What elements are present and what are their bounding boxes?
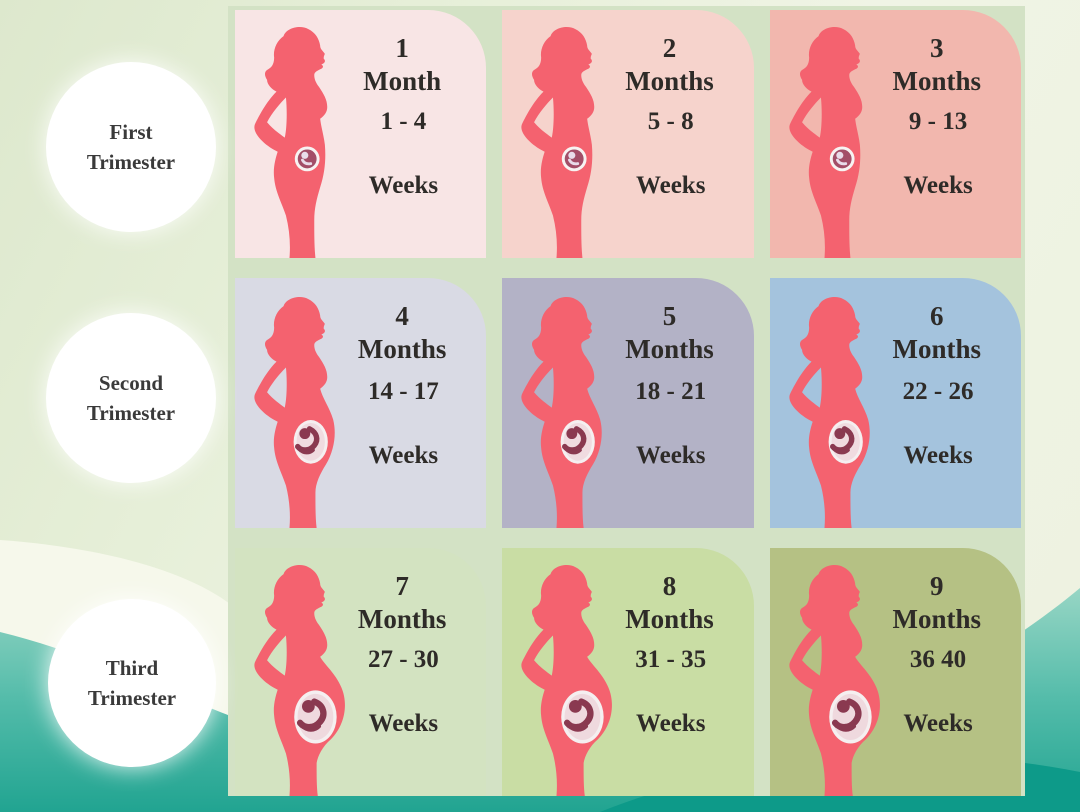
month-unit: Month xyxy=(363,65,442,96)
months-grid: 1 Month 1 - 4 Weeks 2 Months 5 - 8 Weeks… xyxy=(235,10,1021,796)
month-unit: Months xyxy=(357,333,447,364)
weeks-range: 14 - 17 xyxy=(367,378,439,405)
month-label: 3 Months xyxy=(865,32,1008,98)
month-number: 2 xyxy=(662,33,677,63)
month-unit: Months xyxy=(625,333,714,364)
month-9-card: 9 Months 36 40 Weeks xyxy=(769,548,1021,796)
trimester-label-second: Second Trimester xyxy=(86,370,176,425)
month-number: 9 xyxy=(930,571,944,601)
weeks-unit: Weeks xyxy=(903,172,973,199)
weeks-unit: Weeks xyxy=(903,710,973,737)
month-number: 6 xyxy=(930,301,944,331)
weeks-range: 1 - 4 xyxy=(380,108,427,135)
month-number: 7 xyxy=(395,571,409,601)
month-number: 8 xyxy=(662,571,677,601)
month-number: 4 xyxy=(395,301,409,331)
weeks-label: 22 - 26 Weeks xyxy=(863,344,1014,504)
weeks-unit: Weeks xyxy=(368,442,439,469)
weeks-label: 27 - 30 Weeks xyxy=(328,612,479,772)
weeks-range: 31 - 35 xyxy=(635,646,707,673)
month-unit: Months xyxy=(892,333,982,364)
month-unit: Months xyxy=(625,65,714,96)
month-label: 6 Months xyxy=(865,300,1008,366)
month-number: 5 xyxy=(662,301,677,331)
trimester-circle-first: First Trimester xyxy=(46,62,216,232)
month-number: 1 xyxy=(395,33,409,63)
weeks-label: 5 - 8 Weeks xyxy=(595,74,746,234)
weeks-label: 1 - 4 Weeks xyxy=(328,74,479,234)
weeks-label: 36 40 Weeks xyxy=(863,612,1014,772)
month-label: 9 Months xyxy=(865,570,1008,636)
trimester-label-first: First Trimester xyxy=(86,119,176,174)
month-2-card: 2 Months 5 - 8 Weeks xyxy=(502,10,754,258)
month-unit: Months xyxy=(892,65,982,96)
month-label: 2 Months xyxy=(598,32,741,98)
weeks-label: 18 - 21 Weeks xyxy=(595,344,746,504)
month-unit: Months xyxy=(625,603,714,634)
weeks-range: 27 - 30 xyxy=(367,646,439,673)
month-7-card: 7 Months 27 - 30 Weeks xyxy=(235,548,487,796)
trimester-circle-second: Second Trimester xyxy=(46,313,216,483)
weeks-label: 14 - 17 Weeks xyxy=(328,344,479,504)
month-1-card: 1 Month 1 - 4 Weeks xyxy=(235,10,487,258)
month-6-card: 6 Months 22 - 26 Weeks xyxy=(769,278,1021,528)
weeks-range: 5 - 8 xyxy=(647,108,694,135)
month-label: 8 Months xyxy=(598,570,741,636)
fetus-icon xyxy=(254,297,334,528)
fetus-icon xyxy=(789,297,869,528)
weeks-range: 9 - 13 xyxy=(908,108,968,135)
fetus-icon xyxy=(252,25,329,258)
month-unit: Months xyxy=(892,603,982,634)
weeks-range: 22 - 26 xyxy=(902,378,974,405)
month-label: 7 Months xyxy=(331,570,474,636)
month-4-card: 4 Months 14 - 17 Weeks xyxy=(235,278,487,528)
fetus-icon xyxy=(787,25,864,258)
weeks-label: 9 - 13 Weeks xyxy=(863,74,1014,234)
weeks-range: 36 40 xyxy=(909,646,967,673)
fetus-icon xyxy=(522,297,602,528)
weeks-range: 18 - 21 xyxy=(635,378,707,405)
fetus-icon xyxy=(520,25,596,258)
month-unit: Months xyxy=(357,603,447,634)
weeks-unit: Weeks xyxy=(903,442,973,469)
month-label: 5 Months xyxy=(598,300,741,366)
weeks-unit: Weeks xyxy=(368,710,439,737)
month-3-card: 3 Months 9 - 13 Weeks xyxy=(769,10,1021,258)
weeks-unit: Weeks xyxy=(635,172,706,199)
trimester-label-third: Third Trimester xyxy=(87,655,177,710)
weeks-label: 31 - 35 Weeks xyxy=(595,612,746,772)
trimester-circle-third: Third Trimester xyxy=(48,599,216,767)
month-number: 3 xyxy=(930,33,944,63)
month-label: 1 Month xyxy=(331,32,474,98)
weeks-unit: Weeks xyxy=(635,442,706,469)
month-5-card: 5 Months 18 - 21 Weeks xyxy=(502,278,754,528)
month-8-card: 8 Months 31 - 35 Weeks xyxy=(502,548,754,796)
weeks-unit: Weeks xyxy=(635,710,706,737)
month-label: 4 Months xyxy=(331,300,474,366)
weeks-unit: Weeks xyxy=(368,172,439,199)
